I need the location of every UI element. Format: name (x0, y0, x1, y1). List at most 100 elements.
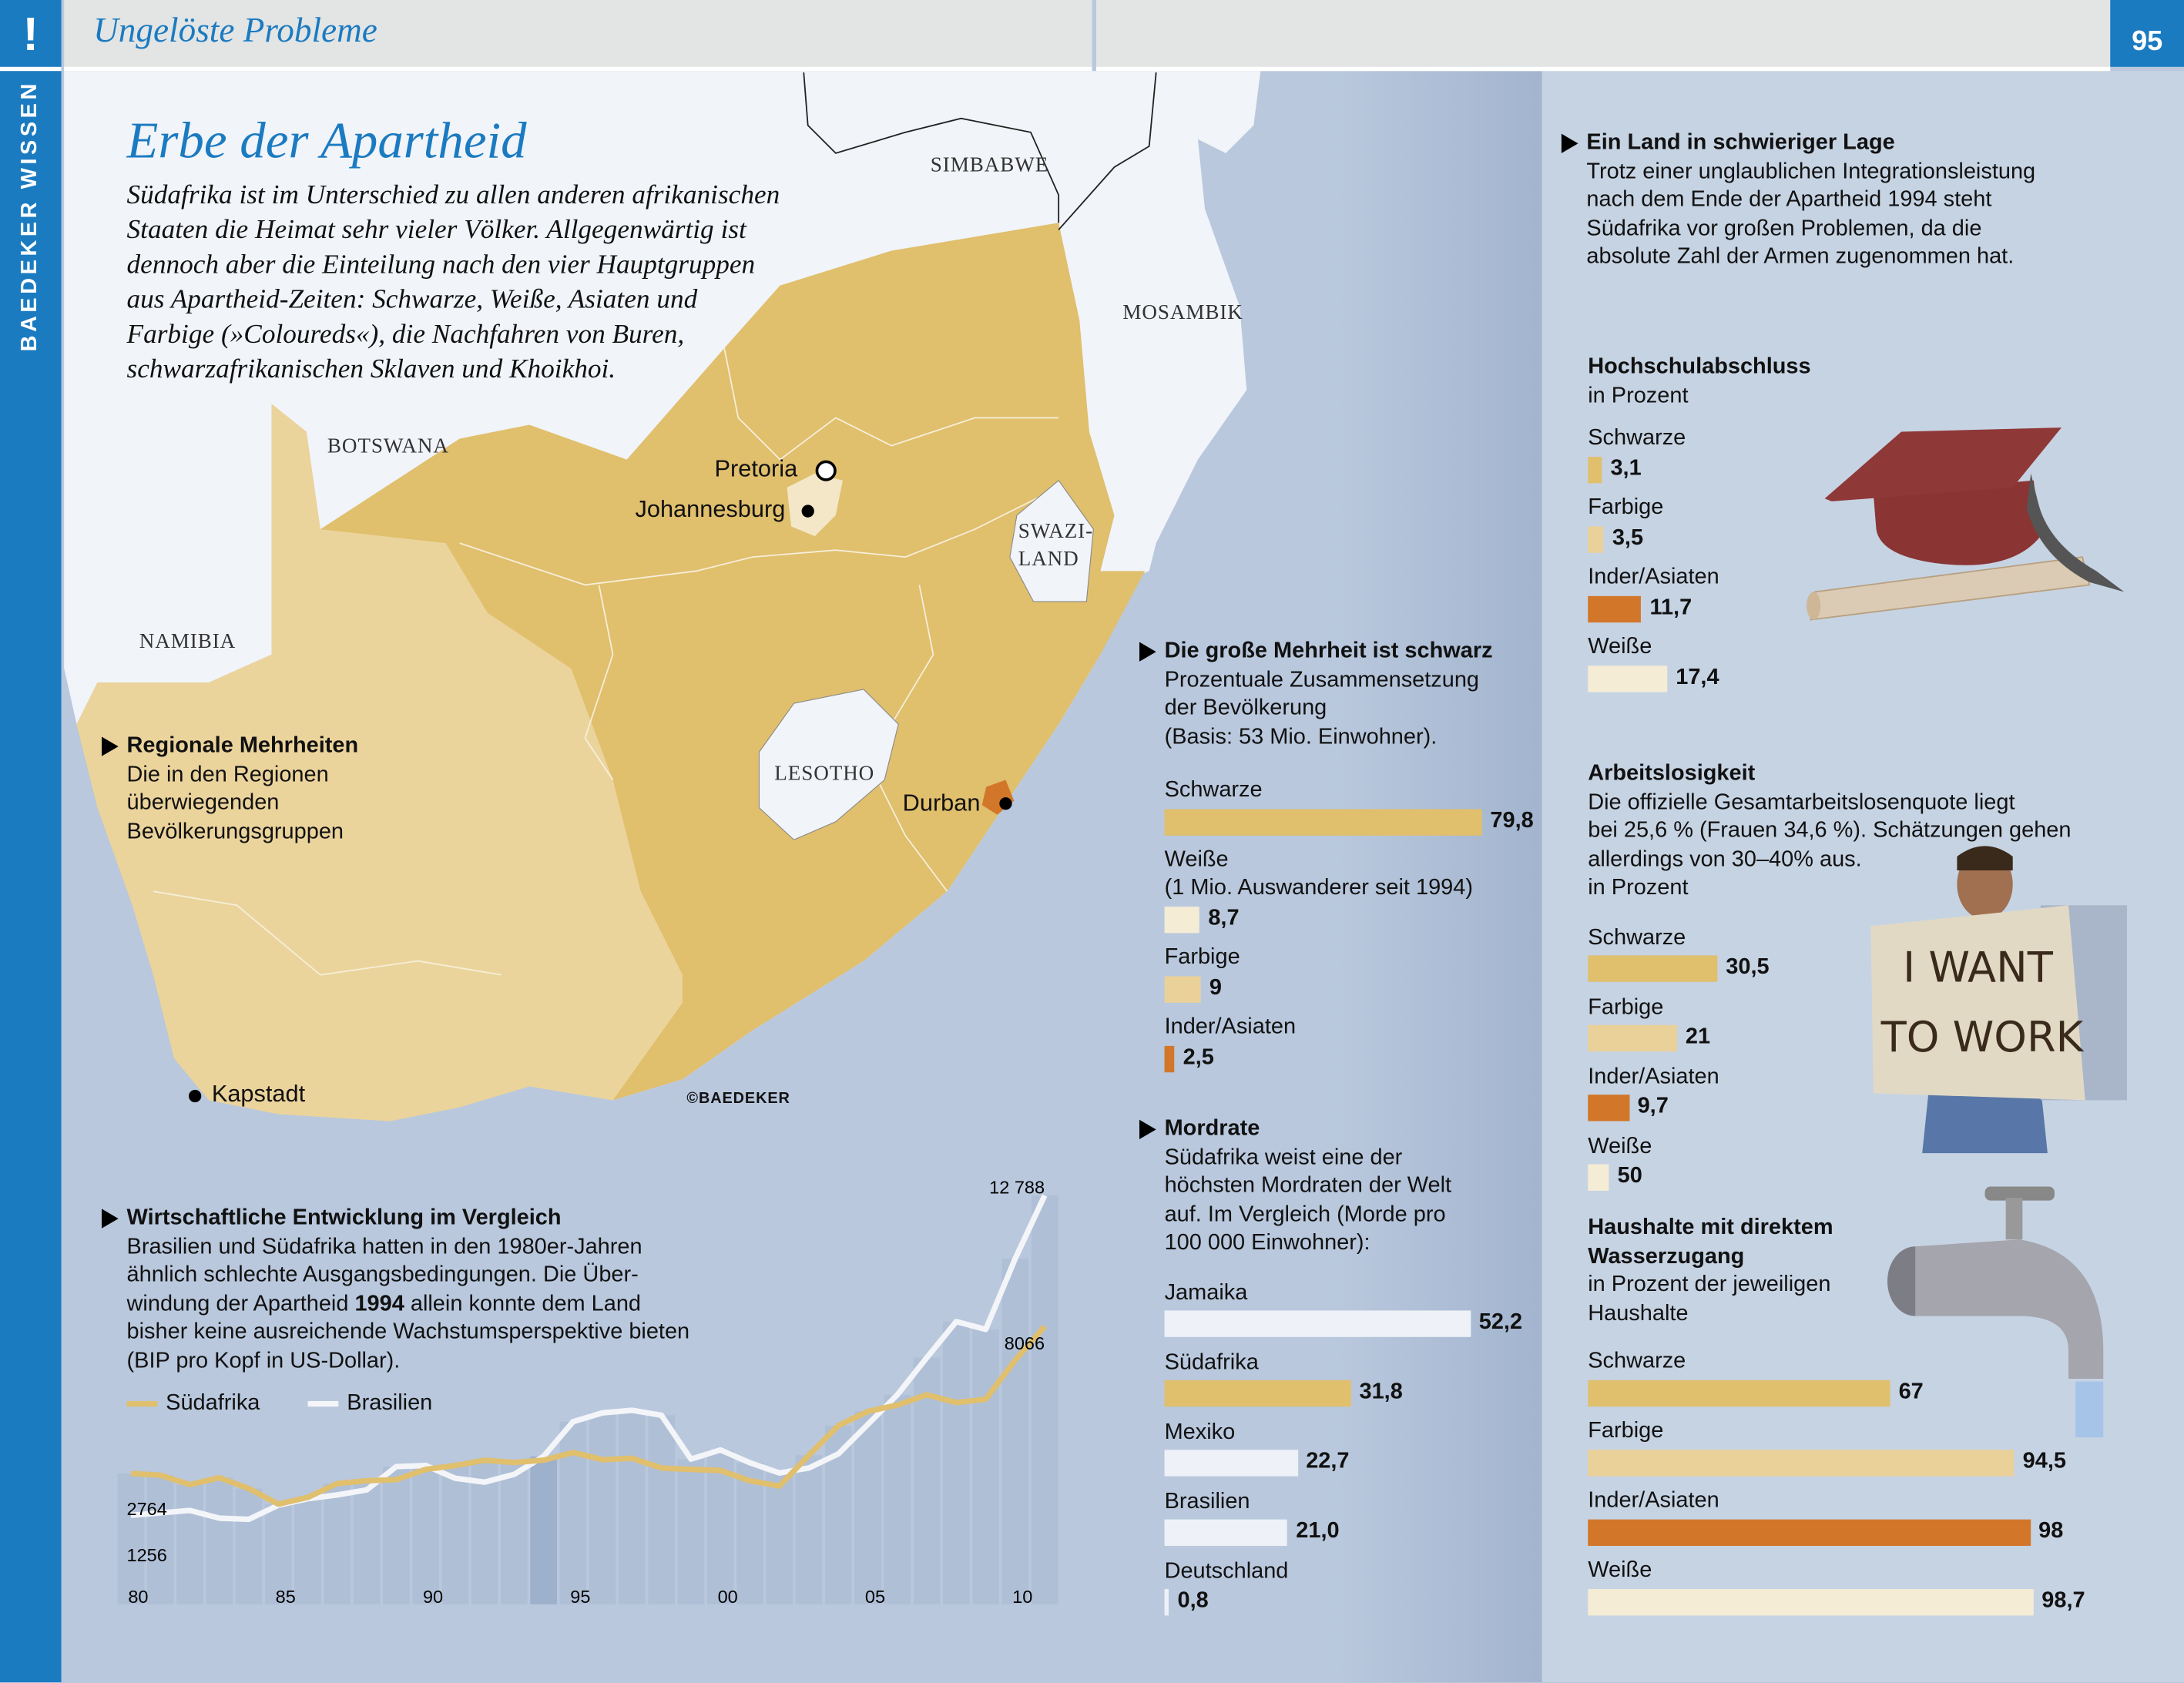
bar-value-label: 21 (1685, 1025, 1711, 1049)
population-line: Prozentuale Zusammensetzung (1164, 667, 1480, 692)
unemployment-bar-chart: Schwarze 30,5 Farbige 21 Inder/Asiaten 9,7 Wei… (1588, 924, 1867, 1192)
bar-value-label: 22,7 (1306, 1450, 1350, 1474)
data-annotation: 8066 (1005, 1333, 1045, 1353)
year-column (619, 1410, 646, 1604)
bar-sublabel: (1 Mio. Auswanderer seit 1994) (1164, 876, 1473, 900)
bar-value-label: 98 (2038, 1519, 2064, 1543)
intro-line: aus Apartheid-Zeiten: Schwarze, Weiße, A… (126, 285, 698, 315)
side-strip (0, 0, 62, 1683)
bar-row: 21,0 (1164, 1519, 1534, 1547)
year-column (1001, 1259, 1029, 1604)
bar (1588, 1518, 2031, 1546)
border-zimbabwe (803, 72, 1060, 223)
bar-value-label: 9 (1209, 976, 1223, 1000)
side-label: BAEDEKER WISSEN (18, 80, 42, 352)
bar-value-label: 98,7 (2041, 1588, 2085, 1613)
education-bar-chart: Schwarze 3,1 Farbige 3,5 Inder/Asiaten 11,7 We… (1588, 424, 1867, 692)
year-column (854, 1411, 881, 1604)
year-column (117, 1473, 145, 1604)
year-column (530, 1456, 557, 1604)
bar-row: 50 (1588, 1164, 1867, 1192)
bar-value-label: 2,5 (1183, 1045, 1214, 1070)
year-column (736, 1463, 763, 1604)
label-zimbabwe: SIMBABWE (930, 154, 1049, 177)
page-number: 95 (2110, 0, 2184, 67)
year-column (382, 1467, 410, 1604)
murder-line: höchsten Mordraten der Welt (1164, 1174, 1452, 1198)
year-column (677, 1459, 705, 1604)
bar (1164, 808, 1482, 835)
water-line: Haushalte (1588, 1301, 1689, 1326)
year-column (795, 1455, 823, 1604)
bar-row: 11,7 (1588, 595, 1867, 622)
label-lesotho: LESOTHO (774, 763, 875, 786)
intro-line: Südafrika ist im Unterschied zu allen an… (126, 181, 780, 211)
bar-row: 22,7 (1164, 1449, 1534, 1477)
bar-category-label: Jamaika (1164, 1280, 1248, 1305)
murder-heading: Mordrate (1164, 1117, 1260, 1141)
bar-value-label: 94,5 (2022, 1449, 2066, 1473)
bar-category-label: Weiße (1588, 635, 1652, 659)
situation-line: nach dem Ende der Apartheid 1994 steht (1586, 188, 1992, 212)
water-bar-chart: Schwarze 67 Farbige 94,5 Inder/Asiaten 98 Weiß… (1588, 1348, 2159, 1615)
map-legend-line: überwiegenden (126, 791, 280, 815)
intro-line: schwarzafrikanischen Sklaven und Khoikho… (126, 355, 616, 385)
bar-category-label: Schwarze (1588, 426, 1686, 451)
city-pretoria: Pretoria (714, 455, 798, 482)
water-heading-2: Wasserzugang (1588, 1244, 1745, 1269)
bar-value-label: 8,7 (1208, 906, 1240, 930)
pretoria-marker (815, 460, 837, 481)
data-annotation: 2764 (127, 1499, 167, 1519)
section-title: Ungelöste Probleme (93, 12, 377, 51)
legend-swatch (126, 1400, 158, 1406)
bar-category-label: Farbige (1588, 495, 1664, 520)
bar (1164, 1450, 1298, 1477)
bar (1164, 1310, 1471, 1337)
bar (1588, 456, 1602, 483)
label-swaziland: SWAZI- (1018, 521, 1094, 544)
bar-category-label: Brasilien (1164, 1489, 1250, 1514)
year-column (942, 1321, 970, 1604)
murder-line: Südafrika weist eine der (1164, 1145, 1403, 1169)
murder-bar-chart: Jamaika 52,2 Südafrika 31,8 Mexiko 22,7 Brasil… (1164, 1279, 1534, 1617)
data-annotation: 12 788 (989, 1178, 1045, 1198)
bar-value-label: 52,2 (1478, 1310, 1523, 1335)
year-column (324, 1484, 351, 1604)
bar (1588, 665, 1668, 692)
legend-label: Südafrika (166, 1391, 260, 1416)
year-column (972, 1329, 999, 1604)
situation-line: Südafrika vor großen Problemen, da die (1586, 216, 1982, 240)
bullet-triangle-icon (101, 1209, 119, 1229)
bar-category-label: Schwarze (1164, 778, 1263, 803)
bar-category-label: Farbige (1164, 945, 1240, 970)
unemployment-line: allerdings von 30–40% aus. (1588, 847, 1862, 871)
bar-category-label: Weiße (1164, 848, 1229, 872)
economy-line: windung der Apartheid 1994 allein konnte… (127, 1290, 690, 1319)
bar-value-label: 11,7 (1649, 595, 1693, 620)
population-line: (Basis: 53 Mio. Einwohner). (1164, 725, 1438, 749)
bar (1588, 1449, 2015, 1476)
bar-category-label: Schwarze (1588, 1349, 1686, 1373)
water-section: Haushalte mit direktem Wasserzugang in P… (1588, 1215, 2159, 1627)
economy-line: bisher keine ausreichende Wachstumspersp… (126, 1320, 690, 1344)
bullet-triangle-icon (1139, 1119, 1156, 1140)
bar-row: 9,7 (1588, 1094, 1867, 1121)
x-tick-label: 10 (1012, 1587, 1032, 1607)
page-title: Erbe der Apartheid (126, 112, 527, 170)
bar-row: 17,4 (1588, 664, 1867, 692)
bar-category-label: Farbige (1588, 994, 1664, 1019)
intro-text: Südafrika ist im Unterschied zu allen an… (127, 178, 780, 387)
bar (1588, 525, 1604, 552)
bar (1588, 595, 1642, 622)
alert-icon: ! (0, 0, 62, 72)
unemployment-section: Arbeitslosigkeit Die offizielle Gesamtar… (1588, 760, 2159, 1202)
x-tick-label: 00 (718, 1587, 738, 1607)
durban-dot (999, 797, 1012, 810)
region-majority-coloured (76, 404, 683, 1121)
bar-row: 2,5 (1164, 1044, 1534, 1072)
unemployment-line: in Prozent (1588, 876, 1689, 900)
bar (1588, 955, 1718, 982)
x-tick-label: 80 (128, 1587, 148, 1607)
situation-section: Ein Land in schwieriger Lage Trotz einer… (1561, 129, 2157, 272)
